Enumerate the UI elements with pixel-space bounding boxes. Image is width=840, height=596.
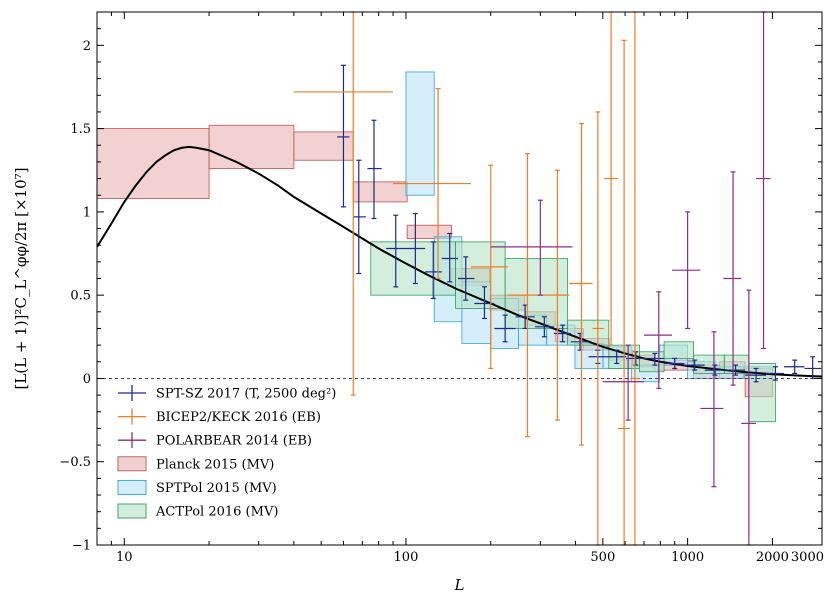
errorbar-point (470, 164, 508, 370)
legend-label: POLARBEAR 2014 (EB) (156, 434, 312, 449)
legend-entry: SPTPol 2015 (MV) (117, 479, 277, 496)
errorbar-point (393, 88, 471, 280)
bandpower-box (406, 224, 452, 239)
legend-label: SPTPol 2015 (MV) (156, 481, 277, 496)
errorbar-point (602, 344, 644, 421)
bandpower-boxes (96, 71, 776, 423)
errorbar-point (756, 11, 771, 350)
x-axis-label: L (454, 576, 465, 594)
errorbar-point (353, 159, 366, 275)
errorbar-point (457, 256, 475, 301)
y-tick-label: 0.5 (70, 289, 91, 304)
legend-marker (117, 456, 147, 472)
bandpower-box (208, 124, 295, 169)
errorbar-point (405, 212, 426, 285)
x-tick-label: 1000 (671, 550, 704, 565)
legend: SPT-SZ 2017 (T, 2500 deg²) BICEP2/KECK 20… (117, 385, 336, 520)
x-tick-label: 500 (590, 550, 615, 565)
bandpower-box (293, 131, 354, 161)
errorbar-point (606, 349, 627, 365)
errorbar-point (553, 324, 571, 343)
errorbar-point (643, 291, 672, 390)
errorbar-point (367, 119, 382, 220)
errorbar-point (664, 357, 685, 370)
y-tick-label: −0.5 (59, 455, 91, 470)
bandpower-box (96, 128, 210, 199)
errorbar-point (592, 111, 605, 546)
errorbar-point (425, 241, 442, 300)
y-tick-label: 1 (83, 205, 91, 220)
errorbar-point (569, 122, 593, 446)
errorbar-point (490, 199, 573, 296)
y-tick-label: 0 (83, 372, 91, 387)
x-tick-label: 100 (394, 550, 419, 565)
x-tick-labels: 10 100 500 1000 2000 3000 (116, 550, 824, 565)
legend-entry: SPT-SZ 2017 (T, 2500 deg²) (118, 385, 336, 402)
errorbar-point (671, 211, 701, 330)
y-tick-label: 1.5 (70, 122, 91, 137)
errorbar-point (630, 11, 640, 546)
y-tick-labels: −1 −0.5 0 0.5 1 1.5 2 (59, 39, 91, 554)
legend-entry: ACTPol 2016 (MV) (117, 503, 278, 520)
errorbar-point (544, 169, 570, 421)
bandpower-box (455, 241, 506, 309)
x-tick-label: 3000 (791, 550, 824, 565)
legend-marker (117, 479, 147, 495)
bandpower-box (663, 341, 694, 359)
bandpower-box (574, 343, 604, 369)
y-tick-label: 2 (83, 39, 91, 54)
errorbar-point (804, 356, 822, 380)
errorbar-point (604, 11, 618, 346)
errorbar-point (386, 214, 406, 288)
errorbar-point (337, 64, 350, 208)
legend-label: Planck 2015 (MV) (156, 457, 274, 472)
legend-entry: POLARBEAR 2014 (EB) (118, 432, 312, 449)
errorbar-point (700, 331, 724, 488)
legend-label: ACTPol 2016 (MV) (155, 505, 278, 520)
legend-label: SPT-SZ 2017 (T, 2500 deg²) (156, 387, 336, 402)
bandpower-box (352, 181, 408, 203)
errorbar-point (644, 352, 665, 366)
errorbar-point (704, 364, 726, 376)
errorbar-point (725, 364, 746, 376)
errorbar-point (617, 39, 631, 546)
errorbar-point (684, 359, 705, 371)
axis-ticks (96, 11, 823, 546)
errorbar-point (515, 304, 535, 330)
errorbar-point (784, 359, 805, 375)
errorbar-point (441, 232, 458, 283)
errorbar-point (766, 366, 785, 381)
legend-marker (117, 503, 147, 519)
bandpower-box (370, 241, 456, 296)
legend-label: BICEP2/KECK 2016 (EB) (156, 410, 321, 425)
errorbar-points (293, 11, 822, 546)
legend-entry: BICEP2/KECK 2016 (EB) (118, 408, 321, 425)
bandpower-box (504, 258, 569, 329)
x-tick-label: 10 (116, 550, 133, 565)
legend-entry: Planck 2015 (MV) (117, 456, 274, 472)
y-tick-label: −1 (72, 539, 91, 554)
y-axis-label: [L(L + 1)]²C_L^φφ/2π [×10⁷] (12, 167, 30, 389)
errorbar-point (494, 314, 516, 343)
x-tick-label: 2000 (756, 550, 789, 565)
bandpower-box (405, 71, 435, 196)
errorbar-point (723, 171, 742, 386)
errorbar-point (534, 316, 554, 338)
